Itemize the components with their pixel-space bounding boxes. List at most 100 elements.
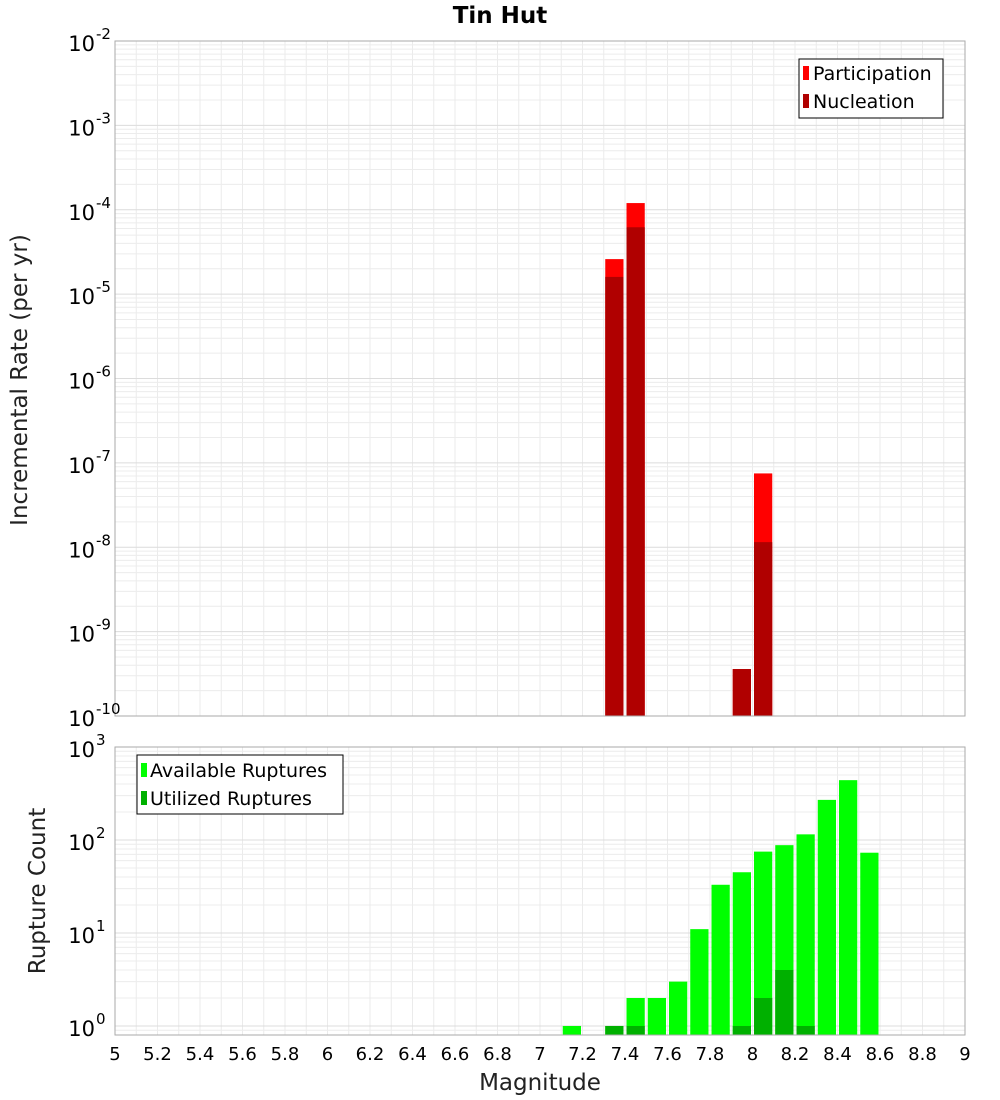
y-tick-base: 10 — [68, 116, 95, 140]
y-tick-exponent: -5 — [96, 278, 111, 296]
bar-available-ruptures — [839, 780, 858, 1035]
y-tick-label: 10 1 — [68, 917, 105, 948]
count-plot-frame — [114, 746, 966, 1036]
count-legend: Available Ruptures Utilized Ruptures — [136, 754, 344, 815]
y-tick-base: 10 — [68, 1017, 95, 1041]
y-tick-exponent: 0 — [96, 1010, 106, 1028]
legend-label-available-ruptures: Available Ruptures — [150, 760, 327, 782]
bar-available-ruptures — [754, 851, 773, 1035]
y-tick-base: 10 — [68, 201, 95, 225]
bar-available-ruptures — [711, 884, 730, 1035]
legend-swatch-utilized-ruptures — [141, 791, 147, 805]
x-tick-label: 6.2 — [356, 1044, 385, 1065]
bar-available-ruptures — [817, 799, 836, 1035]
y-tick-exponent: 3 — [96, 731, 106, 749]
y-tick-exponent: -2 — [96, 25, 111, 43]
x-tick-label: 5.6 — [228, 1044, 257, 1065]
y-tick-label: 10 -8 — [68, 531, 111, 562]
chart-title: Tin Hut — [453, 3, 548, 29]
y-tick-label: 10 -3 — [68, 109, 111, 140]
y-tick-exponent: 2 — [96, 824, 106, 842]
bar-available-ruptures — [647, 997, 666, 1035]
x-tick-label: 8.8 — [908, 1044, 937, 1065]
x-tick-label: 7.2 — [568, 1044, 597, 1065]
x-axis-label: Magnitude — [479, 1070, 601, 1096]
bar-utilized-ruptures — [796, 1025, 815, 1035]
x-tick-label: 9 — [959, 1044, 970, 1065]
legend-swatch-participation — [803, 66, 809, 80]
x-tick-label: 8 — [747, 1044, 758, 1065]
y-tick-base: 10 — [68, 924, 95, 948]
y-tick-exponent: -6 — [96, 363, 111, 381]
x-tick-labels: 5 5.2 5.4 5.6 5.8 6 6.2 6.4 6.6 6.8 7 7.2 7.4 7.6 7.8 8… — [109, 1044, 970, 1065]
y-tick-label: 10 -10 — [68, 700, 120, 731]
y-tick-exponent: 1 — [96, 917, 106, 935]
y-tick-exponent: -8 — [96, 531, 111, 549]
rate-legend-box — [798, 58, 944, 119]
legend-label-nucleation: Nucleation — [813, 91, 915, 113]
bar-available-ruptures — [626, 997, 645, 1035]
y-tick-base: 10 — [68, 831, 95, 855]
bar-nucleation — [754, 542, 773, 716]
bar-available-ruptures — [860, 852, 879, 1035]
bar-available-ruptures — [562, 1025, 581, 1035]
bar-available-ruptures — [690, 929, 709, 1035]
x-tick-label: 7.8 — [696, 1044, 725, 1065]
rate-grid — [115, 41, 965, 716]
bar-utilized-ruptures — [626, 1025, 645, 1035]
x-tick-label: 7 — [534, 1044, 545, 1065]
x-tick-label: 6.4 — [398, 1044, 427, 1065]
y-tick-base: 10 — [68, 32, 95, 56]
x-tick-label: 8.2 — [781, 1044, 810, 1065]
x-tick-label: 8.4 — [823, 1044, 852, 1065]
y-tick-label: 10 2 — [68, 824, 105, 855]
count-y-axis-label: Rupture Count — [25, 808, 51, 974]
bar-utilized-ruptures — [605, 1025, 624, 1035]
y-tick-exponent: -7 — [96, 447, 111, 465]
bar-nucleation — [605, 276, 624, 716]
x-tick-label: 5.2 — [143, 1044, 172, 1065]
y-tick-label: 10 0 — [68, 1010, 105, 1041]
y-tick-label: 10 -9 — [68, 616, 111, 647]
y-tick-label: 10 -7 — [68, 447, 111, 478]
x-tick-label: 6.8 — [483, 1044, 512, 1065]
legend-swatch-available-ruptures — [141, 763, 147, 777]
y-tick-exponent: -3 — [96, 109, 111, 127]
legend-label-utilized-ruptures: Utilized Ruptures — [150, 788, 312, 810]
y-tick-base: 10 — [68, 707, 95, 731]
y-tick-label: 10 -2 — [68, 25, 111, 56]
x-tick-label: 7.4 — [611, 1044, 640, 1065]
x-tick-label: 8.6 — [866, 1044, 895, 1065]
y-tick-label: 10 -4 — [68, 194, 111, 225]
bar-utilized-ruptures — [732, 1025, 751, 1035]
y-tick-base: 10 — [68, 623, 95, 647]
y-tick-base: 10 — [68, 285, 95, 309]
y-tick-exponent: -9 — [96, 616, 111, 634]
bar-available-ruptures — [732, 872, 751, 1035]
count-legend-box — [136, 754, 344, 815]
y-tick-exponent: -10 — [96, 700, 121, 718]
y-tick-label: 10 3 — [68, 731, 105, 762]
y-tick-base: 10 — [68, 370, 95, 394]
y-tick-base: 10 — [68, 738, 95, 762]
y-tick-label: 10 -6 — [68, 363, 111, 394]
bar-nucleation — [732, 669, 751, 716]
rate-plot-frame — [114, 40, 966, 717]
legend-swatch-nucleation — [803, 94, 809, 108]
x-tick-label: 5.4 — [186, 1044, 215, 1065]
count-bars — [562, 780, 879, 1035]
bar-available-ruptures — [796, 834, 815, 1035]
rate-legend: Participation Nucleation — [798, 58, 944, 119]
x-tick-label: 5.8 — [271, 1044, 300, 1065]
x-tick-label: 6.6 — [441, 1044, 470, 1065]
rate-y-axis-label: Incremental Rate (per yr) — [7, 234, 33, 526]
legend-label-participation: Participation — [813, 63, 932, 85]
bar-nucleation — [626, 227, 645, 716]
y-tick-label: 10 -5 — [68, 278, 111, 309]
bar-utilized-ruptures — [775, 969, 794, 1035]
